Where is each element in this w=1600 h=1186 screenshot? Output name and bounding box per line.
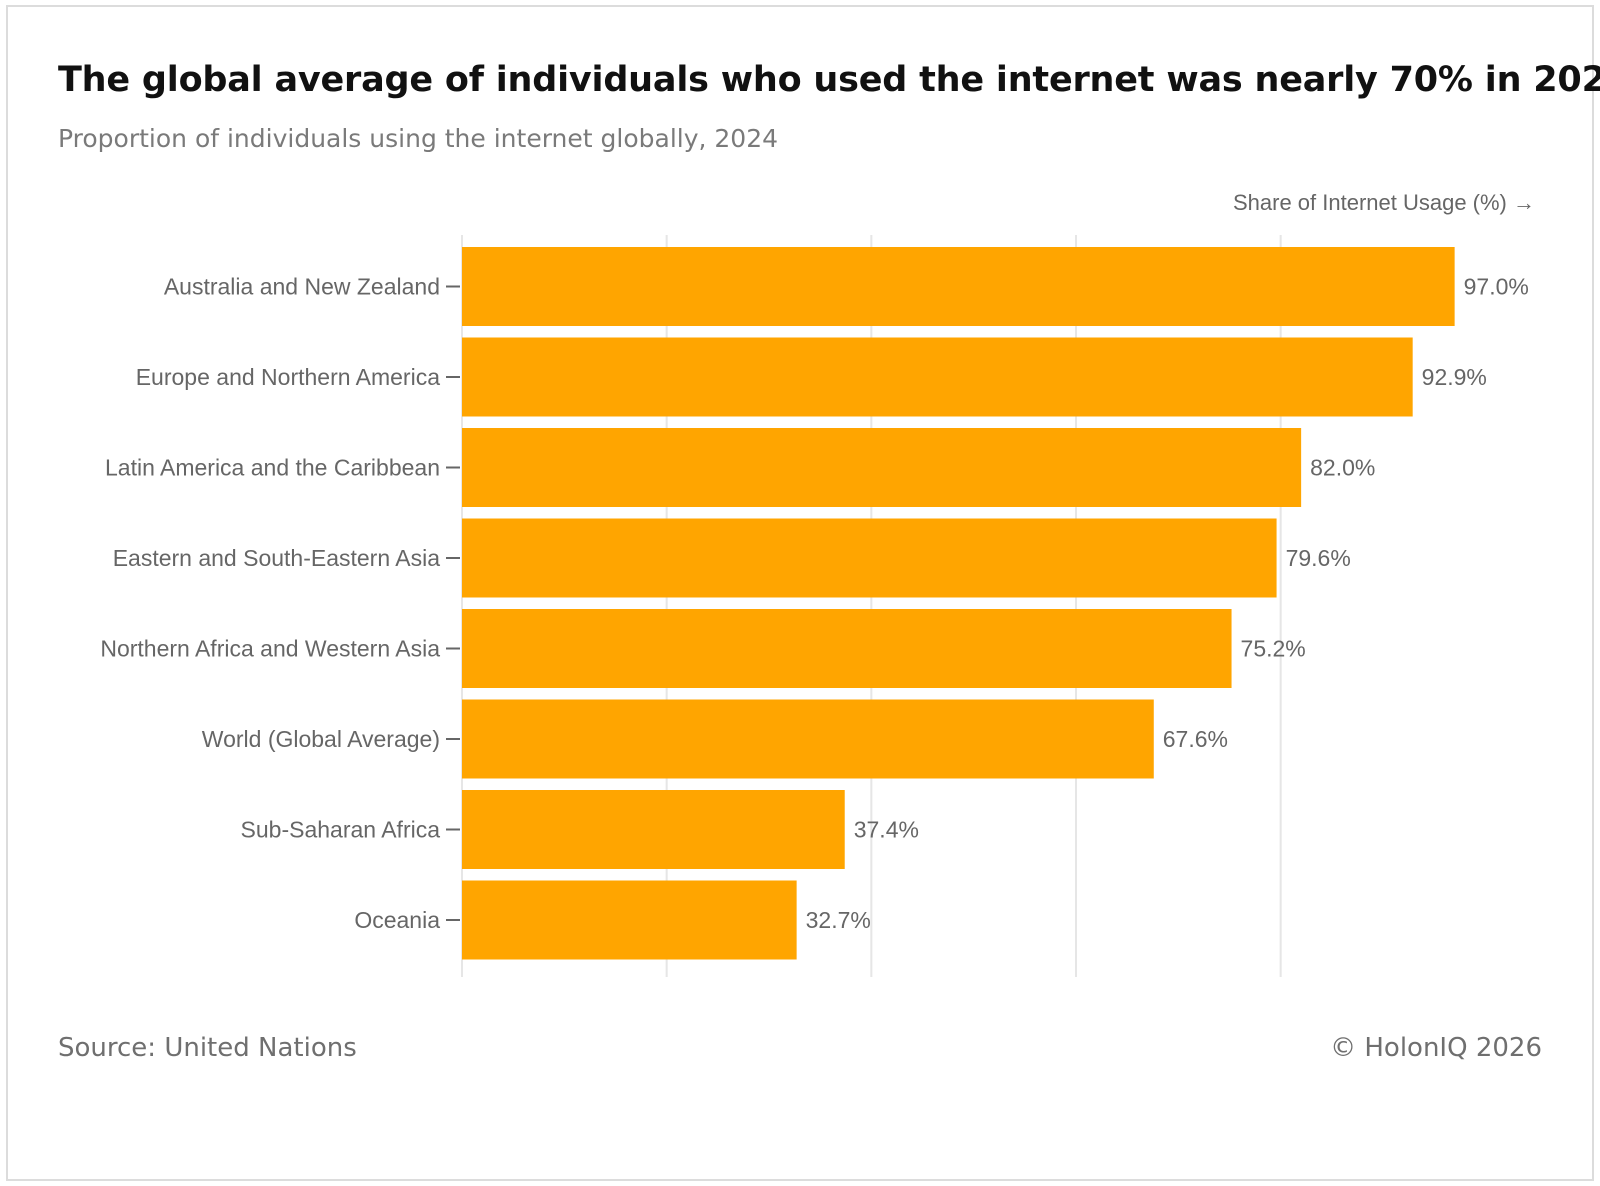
value-label-0: 97.0% <box>1464 274 1529 300</box>
category-label-2: Latin America and the Caribbean <box>105 455 440 481</box>
bar-chart: Australia and New Zealand 97.0% Europe and… <box>100 190 1535 977</box>
value-label-3: 79.6% <box>1286 545 1351 571</box>
bar-6 <box>462 790 845 869</box>
category-label-5: World (Global Average) <box>202 726 440 752</box>
x-axis-title: Share of Internet Usage (%) → <box>1233 190 1535 215</box>
category-label-6: Sub-Saharan Africa <box>241 817 441 843</box>
source-note: Source: United Nations <box>58 1033 357 1063</box>
value-label-4: 75.2% <box>1241 636 1306 662</box>
value-label-7: 32.7% <box>806 907 871 933</box>
labels: Australia and New Zealand 97.0% Europe and… <box>100 274 1528 934</box>
bars <box>462 247 1455 960</box>
bar-1 <box>462 337 1413 417</box>
copyright-note: © HolonIQ 2026 <box>1330 1033 1542 1063</box>
category-label-1: Europe and Northern America <box>136 364 440 390</box>
value-label-5: 67.6% <box>1163 726 1228 752</box>
bar-0 <box>462 247 1455 326</box>
value-label-1: 92.9% <box>1422 364 1487 390</box>
category-label-3: Eastern and South-Eastern Asia <box>113 545 441 571</box>
value-label-6: 37.4% <box>854 817 919 843</box>
bar-4 <box>462 609 1232 688</box>
chart-title: The global average of individuals who us… <box>58 60 1600 100</box>
value-label-2: 82.0% <box>1310 455 1375 481</box>
bar-5 <box>462 699 1154 779</box>
category-label-7: Oceania <box>354 907 440 933</box>
bar-2 <box>462 428 1302 507</box>
bar-3 <box>462 518 1277 598</box>
chart-subtitle: Proportion of individuals using the inte… <box>58 124 779 153</box>
category-label-4: Northern Africa and Western Asia <box>100 636 440 662</box>
category-label-0: Australia and New Zealand <box>164 274 440 300</box>
bar-7 <box>462 880 797 960</box>
